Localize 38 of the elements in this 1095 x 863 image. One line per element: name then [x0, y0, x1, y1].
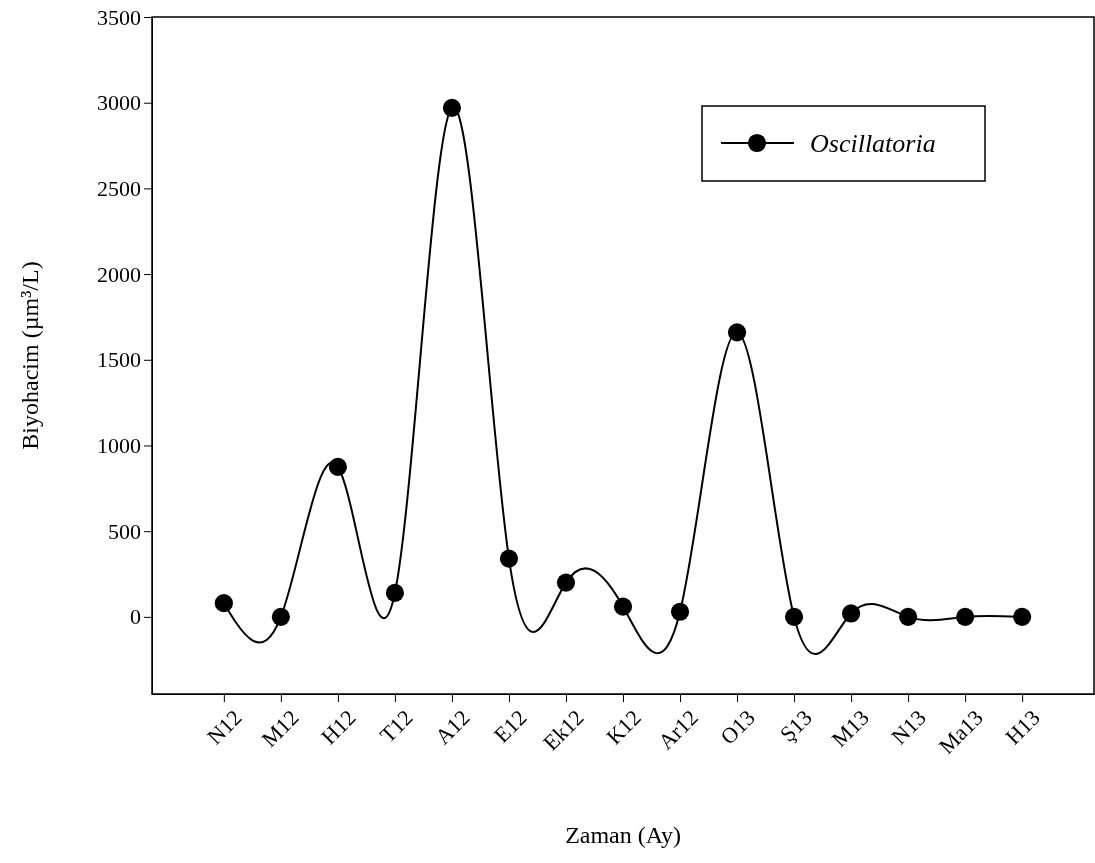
legend-label: Oscillatoria: [810, 129, 936, 158]
y-tick-label: 1000: [97, 433, 141, 459]
x-tick-label: K12: [601, 704, 646, 750]
point: [727, 323, 747, 342]
y-tick-label: 2500: [97, 175, 141, 201]
point: [1013, 607, 1032, 626]
x-tick-label: N12: [202, 704, 247, 750]
point: [442, 98, 462, 117]
y-tick-label: 3500: [97, 4, 141, 30]
point: [328, 457, 347, 476]
point: [899, 607, 918, 626]
x-tick-label: T12: [374, 704, 418, 748]
y-tick-label: 2000: [97, 261, 141, 287]
point: [841, 604, 861, 623]
point: [956, 607, 975, 626]
x-axis-title: Zaman (Ay): [565, 822, 681, 848]
x-tick-label: M12: [256, 704, 304, 752]
y-tick-label: 1500: [97, 347, 141, 373]
x-tick-label: H13: [1000, 704, 1045, 750]
point: [271, 607, 290, 626]
point: [613, 597, 633, 616]
x-tick-label: N13: [886, 704, 931, 750]
point: [556, 573, 576, 592]
point: [214, 594, 233, 613]
y-tick-label: 500: [108, 518, 141, 544]
point: [784, 607, 804, 626]
x-tick-label: Ş13: [774, 704, 817, 747]
point: [385, 583, 405, 602]
x-tick-label: H12: [316, 704, 361, 750]
y-tick-label: 0: [130, 604, 141, 630]
x-tick-label: E12: [488, 704, 532, 748]
x-tick-label: M13: [826, 704, 874, 752]
y-tick-label: 3000: [97, 90, 141, 116]
point: [499, 549, 519, 568]
x-tick-label: A12: [430, 704, 475, 750]
x-tick-label: O13: [715, 704, 760, 750]
y-axis-title: Biyohacim (µm³/L): [17, 261, 43, 450]
point: [670, 602, 690, 621]
